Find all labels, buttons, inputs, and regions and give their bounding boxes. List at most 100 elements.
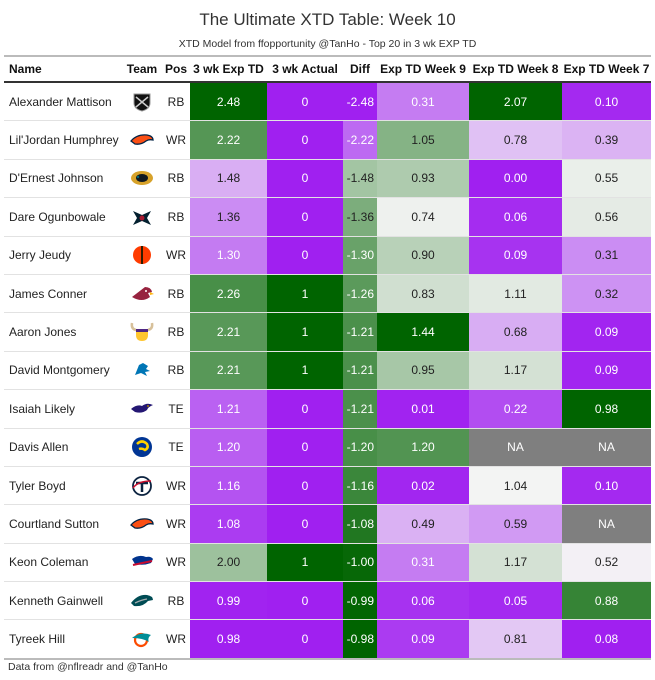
vikings-logo-icon [130,322,154,342]
col-header-exp-td-week-9[interactable]: Exp TD Week 9 [377,55,469,83]
exp-td-week9-cell: 0.49 [377,504,469,544]
player-name-cell: James Conner [4,274,122,314]
exp-td-week9-cell: 0.93 [377,159,469,199]
actual-3wk-cell: 0 [267,504,343,544]
exp-td-week7-cell: 0.32 [562,274,651,314]
exp-td-week7-cell: 0.39 [562,120,651,160]
exp-td-week9-cell: 0.01 [377,389,469,429]
diff-cell: -1.08 [343,504,377,544]
col-header-pos[interactable]: Pos [162,55,190,83]
actual-3wk-cell: 0 [267,236,343,275]
team-cell [122,466,162,506]
col-header-team[interactable]: Team [122,55,162,83]
exp-td-week9-cell: 0.31 [377,82,469,122]
exp-td-week9-cell: 0.31 [377,543,469,583]
xtd-table: Name Team Pos 3 wk Exp TD 3 wk Actual Di… [4,55,651,660]
exp-td-week8-cell: NA [469,428,562,467]
player-name-cell: D'Ernest Johnson [4,159,122,199]
table-row: Keon Coleman WR 2.00 1 -1.00 0.31 1.17 0.52 [4,543,651,583]
col-header-exp-td-week-7[interactable]: Exp TD Week 7 [562,55,651,83]
actual-3wk-cell: 1 [267,274,343,314]
player-name-cell: Aaron Jones [4,312,122,352]
diff-cell: -1.21 [343,389,377,429]
team-cell [122,312,162,352]
team-cell [122,543,162,583]
player-name-cell: Lil'Jordan Humphrey [4,120,122,160]
position-cell: WR [162,120,190,160]
exp-td-3wk-cell: 1.08 [190,504,267,544]
cardinals-logo-icon [132,286,154,300]
diff-cell: -1.21 [343,351,377,391]
exp-td-week7-cell: 0.08 [562,619,651,660]
col-header-name[interactable]: Name [4,55,122,83]
exp-td-week8-cell: 0.09 [469,236,562,275]
exp-td-week7-cell: 0.56 [562,197,651,237]
lions-logo-icon [135,363,150,377]
diff-cell: -1.21 [343,312,377,352]
team-cell [122,120,162,160]
diff-cell: -1.26 [343,274,377,314]
actual-3wk-cell: 0 [267,619,343,660]
exp-td-3wk-cell: 1.16 [190,466,267,506]
col-header-3wk-actual[interactable]: 3 wk Actual [267,55,343,83]
jaguars-logo-icon [131,171,153,186]
exp-td-3wk-cell: 2.21 [190,312,267,352]
position-cell: WR [162,236,190,275]
table-row: Aaron Jones RB 2.21 1 -1.21 1.44 0.68 0.09 [4,312,651,352]
actual-3wk-cell: 0 [267,82,343,122]
table-row: Alexander Mattison RB 2.48 0 -2.48 0.31 2.07 0.… [4,82,651,122]
team-cell [122,428,162,467]
team-cell [122,274,162,314]
player-name-cell: Tyler Boyd [4,466,122,506]
actual-3wk-cell: 0 [267,197,343,237]
position-cell: RB [162,159,190,199]
exp-td-3wk-cell: 2.00 [190,543,267,583]
exp-td-week9-cell: 0.02 [377,466,469,506]
position-cell: RB [162,82,190,122]
col-header-diff[interactable]: Diff [343,55,377,83]
player-name-cell: David Montgomery [4,351,122,391]
position-cell: TE [162,428,190,467]
diff-cell: -1.00 [343,543,377,583]
col-header-3wk-exp-td[interactable]: 3 wk Exp TD [190,55,267,83]
player-name-cell: Kenneth Gainwell [4,581,122,621]
actual-3wk-cell: 1 [267,312,343,352]
actual-3wk-cell: 0 [267,389,343,429]
exp-td-week9-cell: 0.06 [377,581,469,621]
chart-title: The Ultimate XTD Table: Week 10 [199,10,456,29]
exp-td-week8-cell: 0.22 [469,389,562,429]
player-name-cell: Jerry Jeudy [4,236,122,275]
exp-td-3wk-cell: 1.48 [190,159,267,199]
team-cell [122,197,162,237]
dolphins-logo-icon [132,633,151,648]
exp-td-week8-cell: 1.11 [469,274,562,314]
position-cell: RB [162,351,190,391]
titans-logo-icon [132,475,152,496]
exp-td-week9-cell: 0.74 [377,197,469,237]
position-cell: RB [162,312,190,352]
exp-td-week7-cell: 0.10 [562,82,651,122]
position-cell: WR [162,543,190,583]
exp-td-3wk-cell: 1.21 [190,389,267,429]
position-cell: WR [162,619,190,660]
table-row: Tyler Boyd WR 1.16 0 -1.16 0.02 1.04 0.10 [4,466,651,506]
diff-cell: -0.99 [343,581,377,621]
source-caption: Data from @nflreadr and @TanHo [8,661,168,673]
diff-cell: -1.20 [343,428,377,467]
rams-logo-icon [132,437,152,458]
exp-td-week7-cell: 0.98 [562,389,651,429]
exp-td-week7-cell: 0.55 [562,159,651,199]
table-row: Jerry Jeudy WR 1.30 0 -1.30 0.90 0.09 0.31 [4,236,651,275]
exp-td-week9-cell: 1.20 [377,428,469,467]
exp-td-3wk-cell: 1.20 [190,428,267,467]
diff-cell: -1.30 [343,236,377,275]
exp-td-week9-cell: 1.05 [377,120,469,160]
exp-td-week7-cell: NA [562,504,651,544]
player-name-cell: Courtland Sutton [4,504,122,544]
team-cell [122,389,162,429]
exp-td-3wk-cell: 0.98 [190,619,267,660]
table-row: Isaiah Likely TE 1.21 0 -1.21 0.01 0.22 0.98 [4,389,651,429]
exp-td-3wk-cell: 0.99 [190,581,267,621]
col-header-exp-td-week-8[interactable]: Exp TD Week 8 [469,55,562,83]
exp-td-3wk-cell: 2.21 [190,351,267,391]
